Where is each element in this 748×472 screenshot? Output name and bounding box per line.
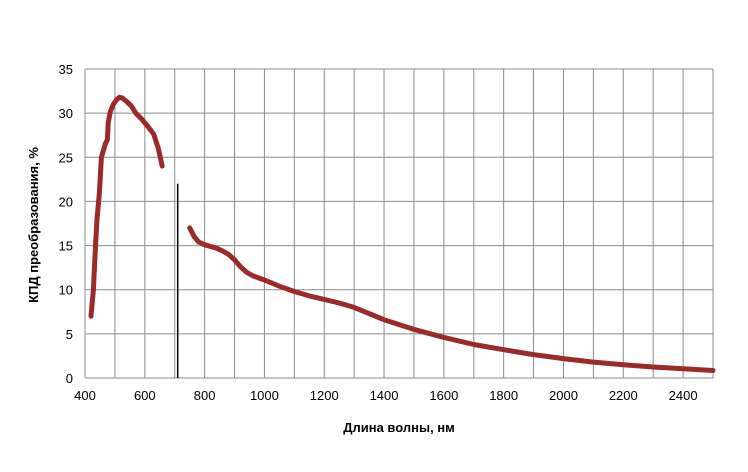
x-tick-label: 600	[134, 388, 156, 403]
tick-labels: 400 600 800 1000 1200 1400 1600 1800 2000 2200 240…	[59, 62, 698, 403]
y-tick-label: 5	[66, 327, 73, 342]
y-tick-label: 20	[59, 194, 73, 209]
x-tick-label: 1200	[310, 388, 339, 403]
series-line-2	[187, 225, 716, 373]
x-tick-label: 2000	[549, 388, 578, 403]
y-tick-label: 25	[59, 150, 73, 165]
y-tick-label: 10	[59, 283, 73, 298]
x-axis-label: Длина волны, нм	[343, 420, 455, 435]
series-group	[88, 94, 716, 373]
y-tick-label: 35	[59, 62, 73, 77]
y-tick-label: 15	[59, 239, 73, 254]
x-tick-label: 400	[74, 388, 96, 403]
x-tick-label: 1000	[250, 388, 279, 403]
x-tick-label: 1600	[429, 388, 458, 403]
y-axis-label: КПД преобразования, %	[26, 147, 41, 303]
series-line-1	[88, 94, 165, 319]
y-tick-label: 0	[66, 371, 73, 386]
x-tick-label: 1800	[489, 388, 518, 403]
x-tick-label: 800	[194, 388, 216, 403]
y-tick-label: 30	[59, 106, 73, 121]
x-tick-label: 2400	[669, 388, 698, 403]
x-tick-label: 1400	[370, 388, 399, 403]
x-tick-label: 2200	[609, 388, 638, 403]
grid	[84, 68, 714, 379]
